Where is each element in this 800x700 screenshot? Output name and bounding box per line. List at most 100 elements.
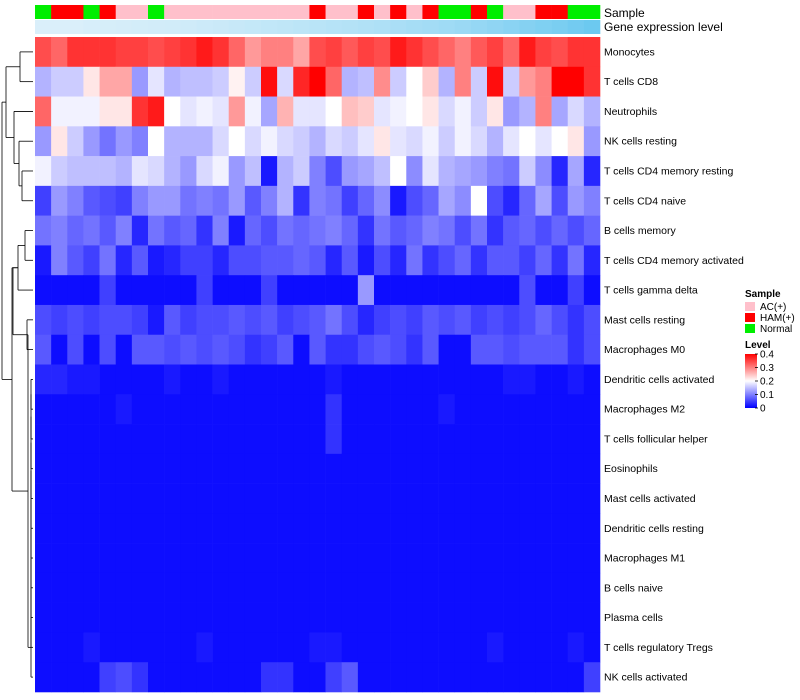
heatmap-cell xyxy=(115,304,133,336)
heatmap-cell xyxy=(357,156,375,187)
heatmap-cell xyxy=(115,245,133,276)
heatmap-cell xyxy=(51,304,68,336)
heatmap-cell xyxy=(567,304,585,336)
heatmap-cell xyxy=(470,543,488,574)
heatmap-cell xyxy=(51,453,68,484)
heatmap-cell xyxy=(583,96,601,127)
heatmap-cell xyxy=(487,275,504,306)
heatmap-cell xyxy=(503,483,520,514)
heatmap-cell xyxy=(487,185,504,216)
heatmap-cell xyxy=(261,572,278,603)
heatmap-cell xyxy=(115,37,133,68)
heatmap-cell xyxy=(341,275,359,306)
heatmap-cell xyxy=(390,543,407,574)
heatmap-cell xyxy=(164,334,181,365)
heatmap-cell xyxy=(164,364,181,395)
sample-cell xyxy=(212,5,230,19)
heatmap-cell xyxy=(261,394,278,425)
heatmap-cell xyxy=(164,543,181,574)
heatmap-cell xyxy=(212,126,230,157)
heatmap-cell xyxy=(422,394,439,425)
expression-annotation-track xyxy=(35,20,601,34)
heatmap-cell xyxy=(261,483,278,514)
heatmap-cell xyxy=(374,632,391,663)
heatmap-cell xyxy=(470,37,488,68)
expression-cell xyxy=(83,20,100,34)
sample-cell xyxy=(374,5,391,19)
heatmap-cell xyxy=(357,453,375,484)
heatmap-cell xyxy=(196,156,213,187)
heatmap-cell xyxy=(67,424,84,455)
heatmap-cell xyxy=(35,632,52,663)
heatmap-cell xyxy=(341,602,359,633)
heatmap-cell xyxy=(228,245,246,276)
heatmap-cell xyxy=(244,37,262,68)
heatmap-cell xyxy=(438,66,456,97)
expression-cell xyxy=(131,20,149,34)
expression-cell xyxy=(212,20,230,34)
heatmap-cell xyxy=(131,185,149,216)
heatmap-cell xyxy=(148,275,165,306)
heatmap-cell xyxy=(83,483,100,514)
heatmap-cell xyxy=(131,394,149,425)
expression-cell xyxy=(406,20,423,34)
heatmap-cell xyxy=(261,364,278,395)
heatmap-cell xyxy=(503,37,520,68)
heatmap-cell xyxy=(470,304,488,336)
row-label: Macrophages M0 xyxy=(604,344,685,356)
heatmap-cell xyxy=(35,334,52,365)
heatmap-cell xyxy=(535,424,552,455)
heatmap-cell xyxy=(487,126,504,157)
heatmap-cell xyxy=(99,453,117,484)
heatmap-cell xyxy=(454,215,472,246)
heatmap-cell xyxy=(567,185,585,216)
heatmap-cell xyxy=(148,572,165,603)
heatmap-cell xyxy=(583,513,601,544)
expression-cell xyxy=(67,20,84,34)
heatmap-cell xyxy=(309,513,326,544)
heatmap-cell xyxy=(131,215,149,246)
row-label: Macrophages M1 xyxy=(604,553,685,565)
heatmap-cell xyxy=(99,185,117,216)
heatmap-cell xyxy=(470,364,488,395)
heatmap-cell xyxy=(406,572,423,603)
heatmap-cell xyxy=(212,662,230,693)
sample-cell xyxy=(148,5,165,19)
heatmap-cell xyxy=(83,156,100,187)
heatmap-cell xyxy=(470,96,488,127)
heatmap-cell xyxy=(148,245,165,276)
heatmap-cell xyxy=(228,394,246,425)
heatmap-cell xyxy=(277,602,294,633)
heatmap-cell xyxy=(164,126,181,157)
heatmap-cell xyxy=(406,513,423,544)
heatmap-cell xyxy=(99,543,117,574)
heatmap-cell xyxy=(454,364,472,395)
heatmap-cell xyxy=(470,424,488,455)
heatmap-cell xyxy=(551,126,569,157)
heatmap-cell xyxy=(374,185,391,216)
heatmap-cell xyxy=(357,364,375,395)
heatmap-cell xyxy=(293,483,310,514)
heatmap-cell xyxy=(196,245,213,276)
heatmap-cell xyxy=(503,215,520,246)
heatmap-cell xyxy=(374,453,391,484)
heatmap-cell xyxy=(567,364,585,395)
heatmap-cell xyxy=(567,215,585,246)
heatmap-cell xyxy=(277,96,294,127)
heatmap-cell xyxy=(35,215,52,246)
heatmap-cell xyxy=(277,215,294,246)
heatmap-cell xyxy=(325,96,343,127)
heatmap-cell xyxy=(390,602,407,633)
heatmap-cell xyxy=(487,156,504,187)
heatmap-cell xyxy=(503,572,520,603)
heatmap-cell xyxy=(535,364,552,395)
heatmap-cell xyxy=(115,96,133,127)
heatmap-cell xyxy=(35,364,52,395)
expression-cell xyxy=(567,20,585,34)
heatmap-cell xyxy=(277,275,294,306)
legend-tick-label: 0 xyxy=(760,404,766,415)
heatmap-cell xyxy=(293,37,310,68)
heatmap-cell xyxy=(148,453,165,484)
heatmap-cell xyxy=(406,543,423,574)
heatmap-cell xyxy=(196,602,213,633)
